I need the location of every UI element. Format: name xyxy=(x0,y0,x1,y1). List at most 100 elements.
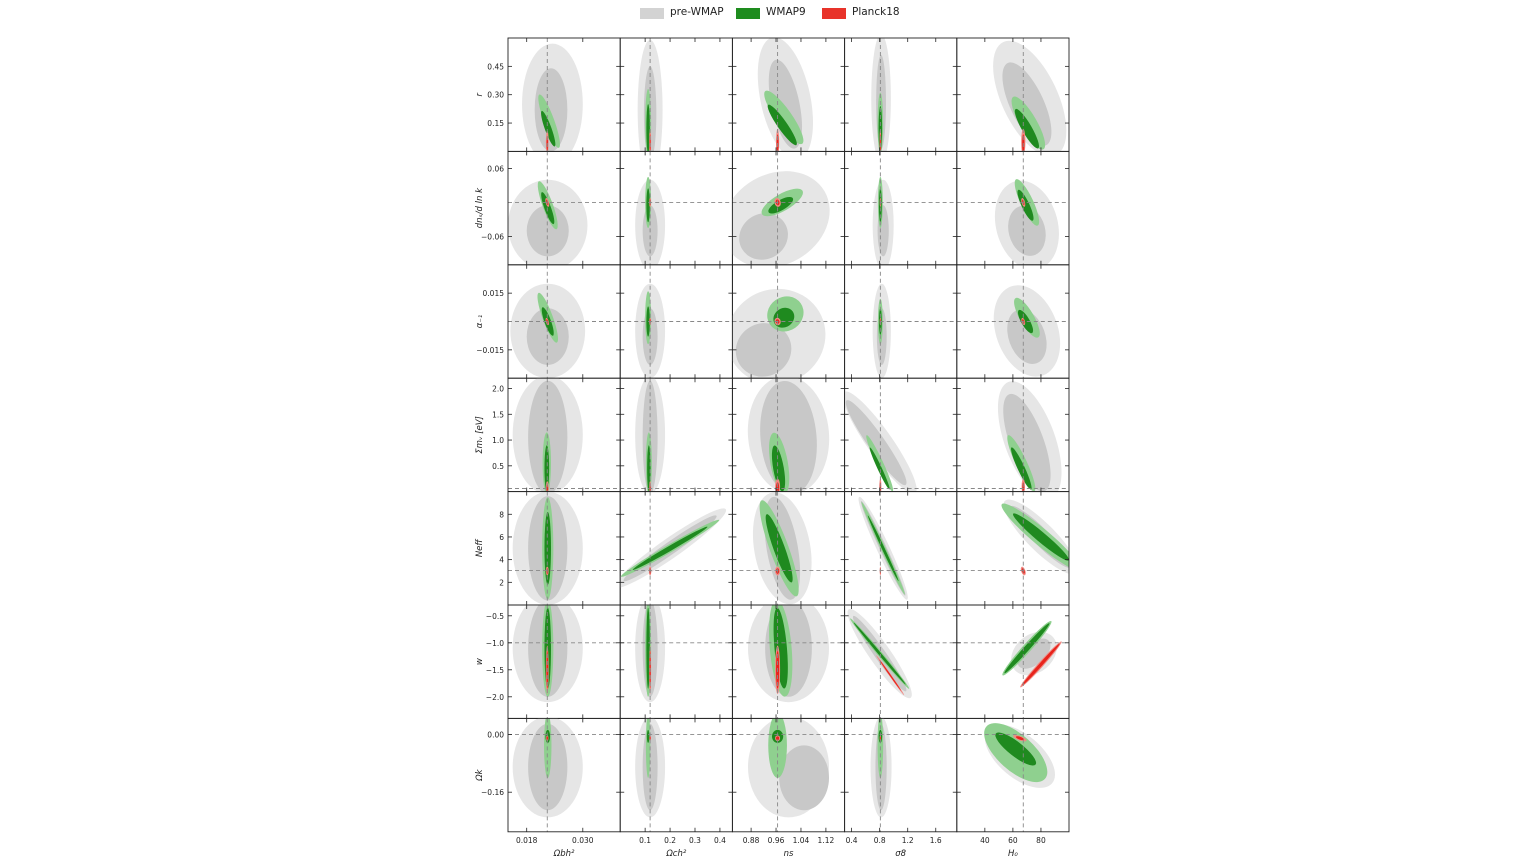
wmap-contour-1sigma xyxy=(1004,623,1050,674)
wmap-contour-1sigma xyxy=(869,447,890,490)
wmap-contour-2sigma xyxy=(764,90,804,145)
x-tick-label: 1.2 xyxy=(902,836,914,845)
y-tick-label: 0.30 xyxy=(487,91,504,100)
panel-r5-c1 xyxy=(620,605,733,719)
panel-r1-c0 xyxy=(508,151,621,265)
panel-r2-c0 xyxy=(508,264,621,379)
panel-r5-c4 xyxy=(956,605,1069,719)
wmap-contour-1sigma xyxy=(768,196,794,214)
y-tick-label: 0.015 xyxy=(483,289,505,298)
wmap-contour-1sigma xyxy=(1017,309,1034,334)
wmap-contour-1sigma xyxy=(646,729,650,743)
panel-r4-c3 xyxy=(844,491,957,605)
panel-r3-c2 xyxy=(732,378,845,492)
panel-r3-c0 xyxy=(508,378,621,492)
panel-frame xyxy=(844,717,958,833)
wmap-contour-1sigma xyxy=(767,104,797,146)
x-tick-label: 1.04 xyxy=(793,836,810,845)
wmap-contour-1sigma xyxy=(771,445,786,492)
y-axis-label-r: r xyxy=(475,92,485,96)
wmap-contour-1sigma xyxy=(1012,513,1069,561)
panel-r6-c3 xyxy=(844,718,957,832)
planck-contour-1sigma xyxy=(776,134,779,152)
panel-r5-c2 xyxy=(732,605,845,719)
y-tick-label: −0.5 xyxy=(486,612,504,621)
y-tick-label: 2 xyxy=(499,578,504,587)
panel-r4-c1 xyxy=(620,491,733,605)
panel-r4-c2 xyxy=(732,491,845,605)
wmap-contour-1sigma xyxy=(544,445,550,492)
panel-r0-c0 xyxy=(522,38,583,152)
y-tick-label: 4 xyxy=(499,556,504,565)
wmap-contour-1sigma xyxy=(1017,189,1034,221)
panel-frame xyxy=(844,150,958,266)
panel-r6-c2 xyxy=(732,718,845,832)
panel-r0-c2 xyxy=(757,38,814,152)
wmap-contour-2sigma xyxy=(538,94,560,148)
pre-contour-1sigma xyxy=(739,213,788,260)
wmap-contour-1sigma xyxy=(646,607,650,689)
y-tick-label: −1.0 xyxy=(486,639,504,648)
panel-r0-c1 xyxy=(637,38,663,152)
wmap-contour-1sigma xyxy=(541,192,555,225)
y-tick-label: 6 xyxy=(499,533,504,542)
y-axis-label-m-ev: Σmᵥ [eV] xyxy=(475,416,485,454)
planck-contour-1sigma xyxy=(546,736,548,740)
pre-contour-1sigma xyxy=(1017,638,1051,669)
x-tick-label: 0.8 xyxy=(874,836,886,845)
x-tick-label: 0.3 xyxy=(689,836,701,845)
panel-r4-c0 xyxy=(508,491,621,605)
x-tick-label: 40 xyxy=(980,836,990,845)
panel-r0-c4 xyxy=(993,38,1067,152)
x-tick-label: 0.018 xyxy=(516,836,538,845)
planck-contour-1sigma xyxy=(879,736,881,740)
legend-label-wmap9: WMAP9 xyxy=(766,6,806,18)
wmap-contour-2sigma xyxy=(866,435,894,492)
legend-label-planck18: Planck18 xyxy=(852,6,900,18)
planck-contour-1sigma xyxy=(879,659,902,691)
x-axis-label-bh: Ωbh² xyxy=(553,849,575,859)
pre-contour-1sigma xyxy=(526,308,569,365)
y-axis-label-neff: Neff xyxy=(475,539,485,558)
legend-swatch-planck18 xyxy=(822,8,846,19)
y-tick-label: 0.5 xyxy=(492,462,504,471)
pre-contour-1sigma xyxy=(1003,393,1051,492)
wmap-contour-2sigma xyxy=(543,718,552,778)
x-tick-label: 0.4 xyxy=(846,836,858,845)
y-tick-label: 0.00 xyxy=(487,731,504,740)
y-axis-label-axis: α₋₁ xyxy=(475,315,485,329)
panel-r1-c1 xyxy=(620,151,733,265)
x-tick-label: 80 xyxy=(1036,836,1046,845)
planck-contour-1sigma xyxy=(649,736,651,740)
x-axis-label-ns: ns xyxy=(784,849,794,859)
x-tick-label: 0.1 xyxy=(639,836,651,845)
panel-r3-c3 xyxy=(844,378,957,492)
panel-r3-c4 xyxy=(956,378,1069,492)
legend: pre-WMAP WMAP9 Planck18 xyxy=(0,0,1536,28)
y-tick-label: 1.5 xyxy=(492,410,504,419)
wmap-contour-2sigma xyxy=(645,718,651,778)
wmap-contour-1sigma xyxy=(867,515,899,582)
panel-r1-c3 xyxy=(844,151,957,265)
y-tick-label: 0.06 xyxy=(487,164,504,173)
pre-contour-1sigma xyxy=(845,400,907,486)
x-tick-label: 0.4 xyxy=(714,836,726,845)
panel-frame xyxy=(619,37,733,152)
y-tick-label: −2.0 xyxy=(486,693,504,702)
y-axis-label-w: w xyxy=(475,658,485,665)
wmap-contour-1sigma xyxy=(646,188,650,223)
planck-contour-1sigma xyxy=(1015,736,1024,741)
legend-swatch-pre-wmap xyxy=(640,8,664,19)
legend-label-pre-wmap: pre-WMAP xyxy=(670,6,724,18)
x-tick-label: 1.6 xyxy=(930,836,942,845)
panel-r6-c0 xyxy=(508,718,621,832)
x-tick-label: 1.12 xyxy=(818,836,835,845)
y-tick-label: 0.15 xyxy=(487,119,504,128)
panel-r0-c3 xyxy=(871,38,891,152)
pre-contour-1sigma xyxy=(1002,62,1052,146)
x-tick-label: 0.96 xyxy=(768,836,785,845)
wmap-contour-1sigma xyxy=(646,306,650,337)
wmap-contour-1sigma xyxy=(541,110,556,147)
wmap-contour-1sigma xyxy=(1011,447,1032,490)
